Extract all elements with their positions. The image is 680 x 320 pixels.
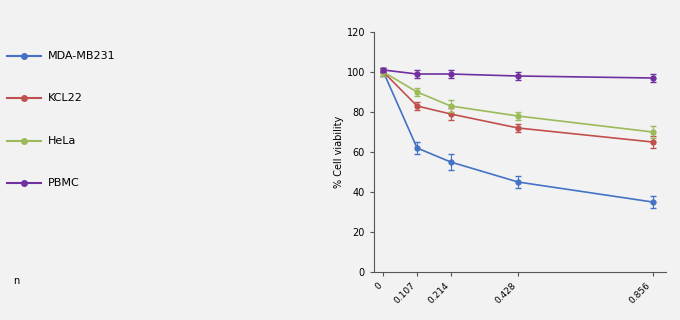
Text: KCL22: KCL22 xyxy=(48,93,82,103)
Y-axis label: % Cell viability: % Cell viability xyxy=(334,116,343,188)
Text: PBMC: PBMC xyxy=(48,178,80,188)
Text: MDA-MB231: MDA-MB231 xyxy=(48,51,115,61)
Text: n: n xyxy=(14,276,20,286)
Text: HeLa: HeLa xyxy=(48,136,76,146)
